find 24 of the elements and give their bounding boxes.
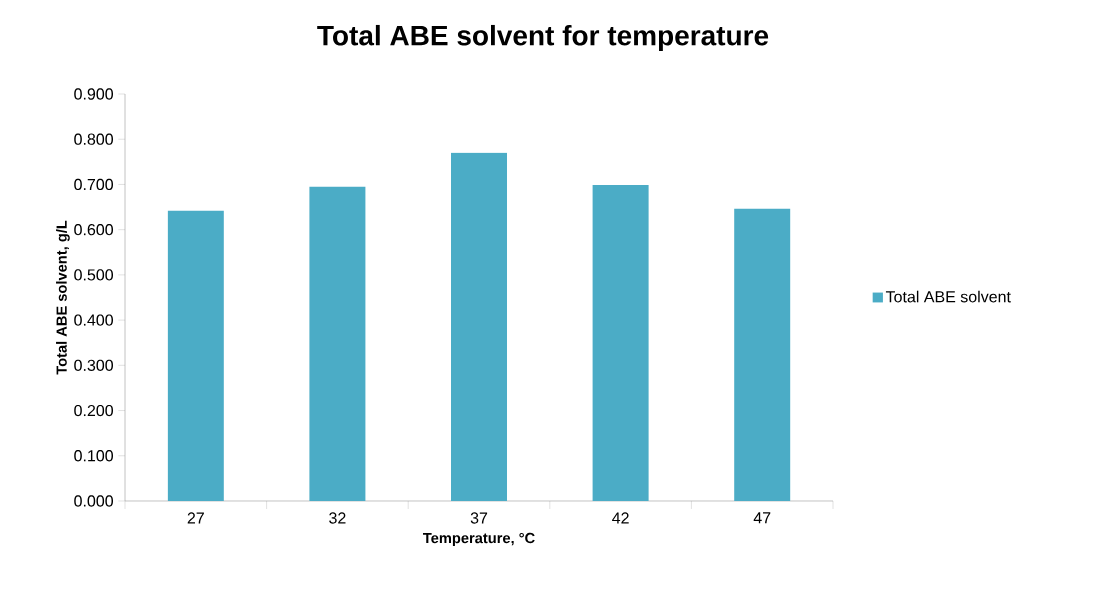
y-tick-label: 0.500 (74, 269, 114, 281)
x-tick-label: 27 (187, 512, 204, 524)
bar (309, 186, 366, 501)
y-tick-label: 0.900 (74, 88, 114, 100)
x-tick-label: 37 (470, 512, 488, 524)
y-tick-label: 0.300 (74, 359, 114, 371)
x-tick-label: 47 (753, 512, 771, 524)
y-tick-label: 0.100 (74, 450, 114, 462)
y-tick-label: 0.000 (74, 495, 114, 507)
bar (592, 184, 649, 501)
bar (167, 210, 224, 501)
legend-label: Total ABE solvent (885, 290, 1011, 303)
y-tick-label: 0.200 (74, 404, 114, 417)
y-tick-label: 0.600 (74, 224, 114, 236)
x-tick-label: 42 (612, 512, 629, 524)
y-tick-label: 0.800 (74, 133, 114, 145)
y-axis-title: Total ABE solvent, g/L (56, 220, 70, 375)
chart-title: Total ABE solvent for temperature (317, 24, 769, 52)
y-tick-label: 0.400 (74, 314, 114, 326)
y-tick-label: 0.700 (74, 178, 114, 191)
x-axis-title: Temperature, °C (422, 532, 535, 547)
x-tick-label: 32 (329, 512, 346, 524)
bar (734, 208, 791, 501)
bar (451, 152, 508, 501)
